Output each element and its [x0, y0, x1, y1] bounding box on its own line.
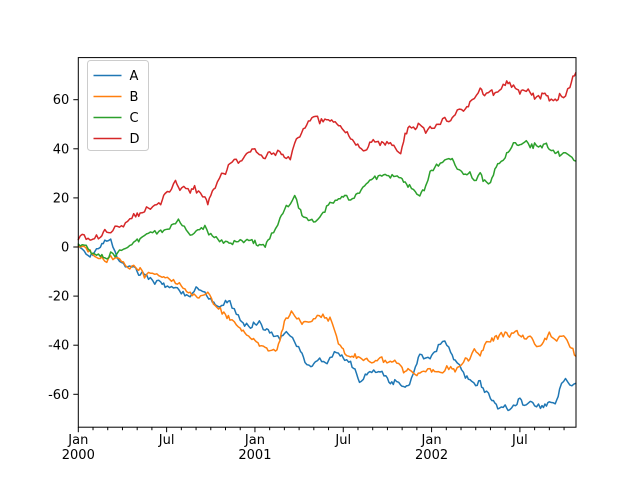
y-axis-tick-label: 60	[53, 93, 70, 108]
y-axis-tick-label: 20	[53, 191, 70, 206]
series-line-B	[77, 245, 577, 377]
legend-entry-label: C	[130, 111, 139, 126]
x-axis-tick-label: Jan	[67, 433, 88, 448]
y-axis-tick-label: -40	[48, 339, 69, 354]
y-axis-tick-label: 40	[53, 142, 70, 157]
x-axis-tick-label-year: 2001	[238, 448, 271, 463]
series-line-A	[77, 238, 577, 412]
y-axis-tick-label: 0	[61, 241, 69, 256]
series-line-D	[77, 71, 577, 241]
x-axis-tick-label-year: 2002	[415, 448, 448, 463]
legend-entry-label: A	[130, 69, 139, 84]
x-axis-tick-label: Jan	[244, 433, 265, 448]
x-axis-tick-label: Jul	[158, 433, 175, 448]
legend-entry-label: B	[130, 90, 139, 105]
series-line-C	[77, 139, 577, 260]
x-axis-tick-label-year: 2000	[62, 448, 95, 463]
y-axis-tick-label: -60	[48, 388, 69, 403]
x-axis-tick-label: Jan	[421, 433, 442, 448]
legend-entry-label: D	[130, 132, 140, 147]
legend-box	[87, 60, 149, 151]
x-axis-tick-label: Jul	[334, 433, 351, 448]
plot-area-border	[77, 57, 577, 428]
y-axis-tick-label: -20	[48, 290, 69, 305]
x-axis-tick-label: Jul	[511, 433, 528, 448]
